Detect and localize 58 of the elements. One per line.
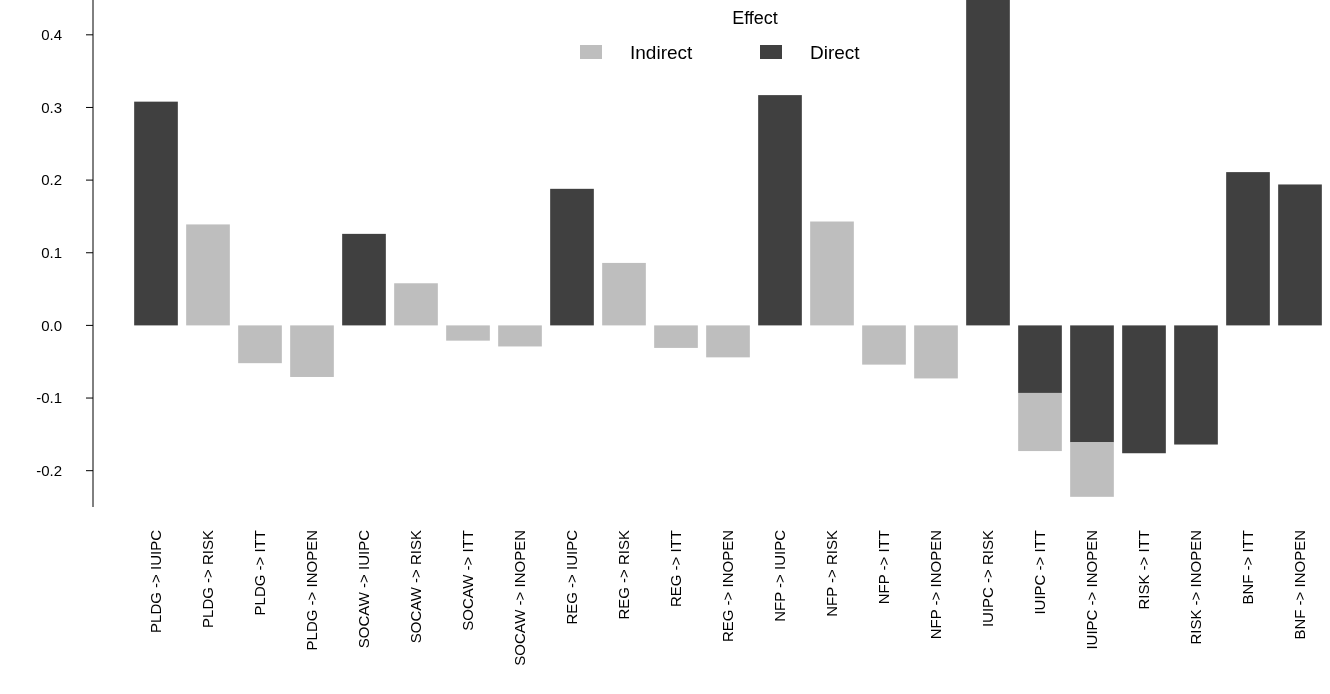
bar xyxy=(1278,184,1322,326)
y-tick-label: 0.4 xyxy=(41,26,62,44)
bar xyxy=(1018,325,1062,393)
bar xyxy=(810,221,854,326)
x-tick-label: IUIPC -> RISK xyxy=(979,530,997,628)
legend-label: Direct xyxy=(810,41,861,63)
bar xyxy=(758,95,802,326)
x-tick-label: NFP -> RISK xyxy=(823,530,841,617)
x-tick-label: PLDG -> ITT xyxy=(251,530,269,616)
bar xyxy=(1018,392,1062,452)
y-tick-label: 0.1 xyxy=(41,244,62,261)
bar xyxy=(238,325,282,364)
bar xyxy=(394,283,438,326)
bar xyxy=(862,325,906,365)
x-tick-label: SOCAW -> IUIPC xyxy=(355,529,373,649)
x-tick-label: NFP -> INOPEN xyxy=(927,530,945,640)
bar xyxy=(290,325,334,377)
x-tick-label: IUIPC -> INOPEN xyxy=(1083,530,1101,650)
bar xyxy=(654,325,698,348)
bar xyxy=(342,233,386,326)
x-tick-label: PLDG -> INOPEN xyxy=(303,530,321,651)
x-tick-label: BNF -> INOPEN xyxy=(1291,530,1309,640)
bar xyxy=(134,101,178,326)
y-tick-label: 0.3 xyxy=(41,98,62,116)
bar xyxy=(186,224,230,326)
bar xyxy=(1122,325,1166,454)
bar xyxy=(602,262,646,326)
bar xyxy=(1174,325,1218,445)
x-tick-label: SOCAW -> RISK xyxy=(407,530,425,644)
bar xyxy=(914,325,958,379)
x-tick-label: RISK -> INOPEN xyxy=(1187,530,1205,645)
bar xyxy=(966,0,1010,326)
x-tick-label: NFP -> IUIPC xyxy=(771,529,789,622)
bar xyxy=(446,325,490,341)
x-tick-label: REG -> ITT xyxy=(667,530,685,608)
legend-title: Effect xyxy=(732,8,778,29)
x-tick-label: REG -> IUIPC xyxy=(563,529,581,625)
x-tick-label: RISK -> ITT xyxy=(1135,530,1153,610)
bar xyxy=(498,325,542,347)
x-tick-label: IUIPC -> ITT xyxy=(1031,530,1049,615)
x-tick-label: PLDG -> RISK xyxy=(199,530,217,628)
y-tick-label: -0.1 xyxy=(36,389,62,407)
x-tick-label: REG -> INOPEN xyxy=(719,530,737,643)
x-tick-label: BNF -> ITT xyxy=(1239,530,1257,605)
y-tick-label: 0.0 xyxy=(41,316,62,334)
legend-label: Indirect xyxy=(630,41,694,63)
bar xyxy=(1070,325,1114,443)
x-tick-label: NFP -> ITT xyxy=(875,530,893,605)
y-tick-label: -0.2 xyxy=(36,461,62,479)
x-tick-label: REG -> RISK xyxy=(615,530,633,620)
bar xyxy=(706,325,750,358)
x-tick-label: SOCAW -> ITT xyxy=(459,530,477,631)
bar xyxy=(1070,442,1114,497)
x-tick-label: PLDG -> IUIPC xyxy=(147,529,165,633)
x-tick-label: SOCAW -> INOPEN xyxy=(511,530,529,666)
bar xyxy=(1226,172,1270,326)
y-tick-label: 0.2 xyxy=(41,171,62,189)
bar xyxy=(550,188,594,326)
